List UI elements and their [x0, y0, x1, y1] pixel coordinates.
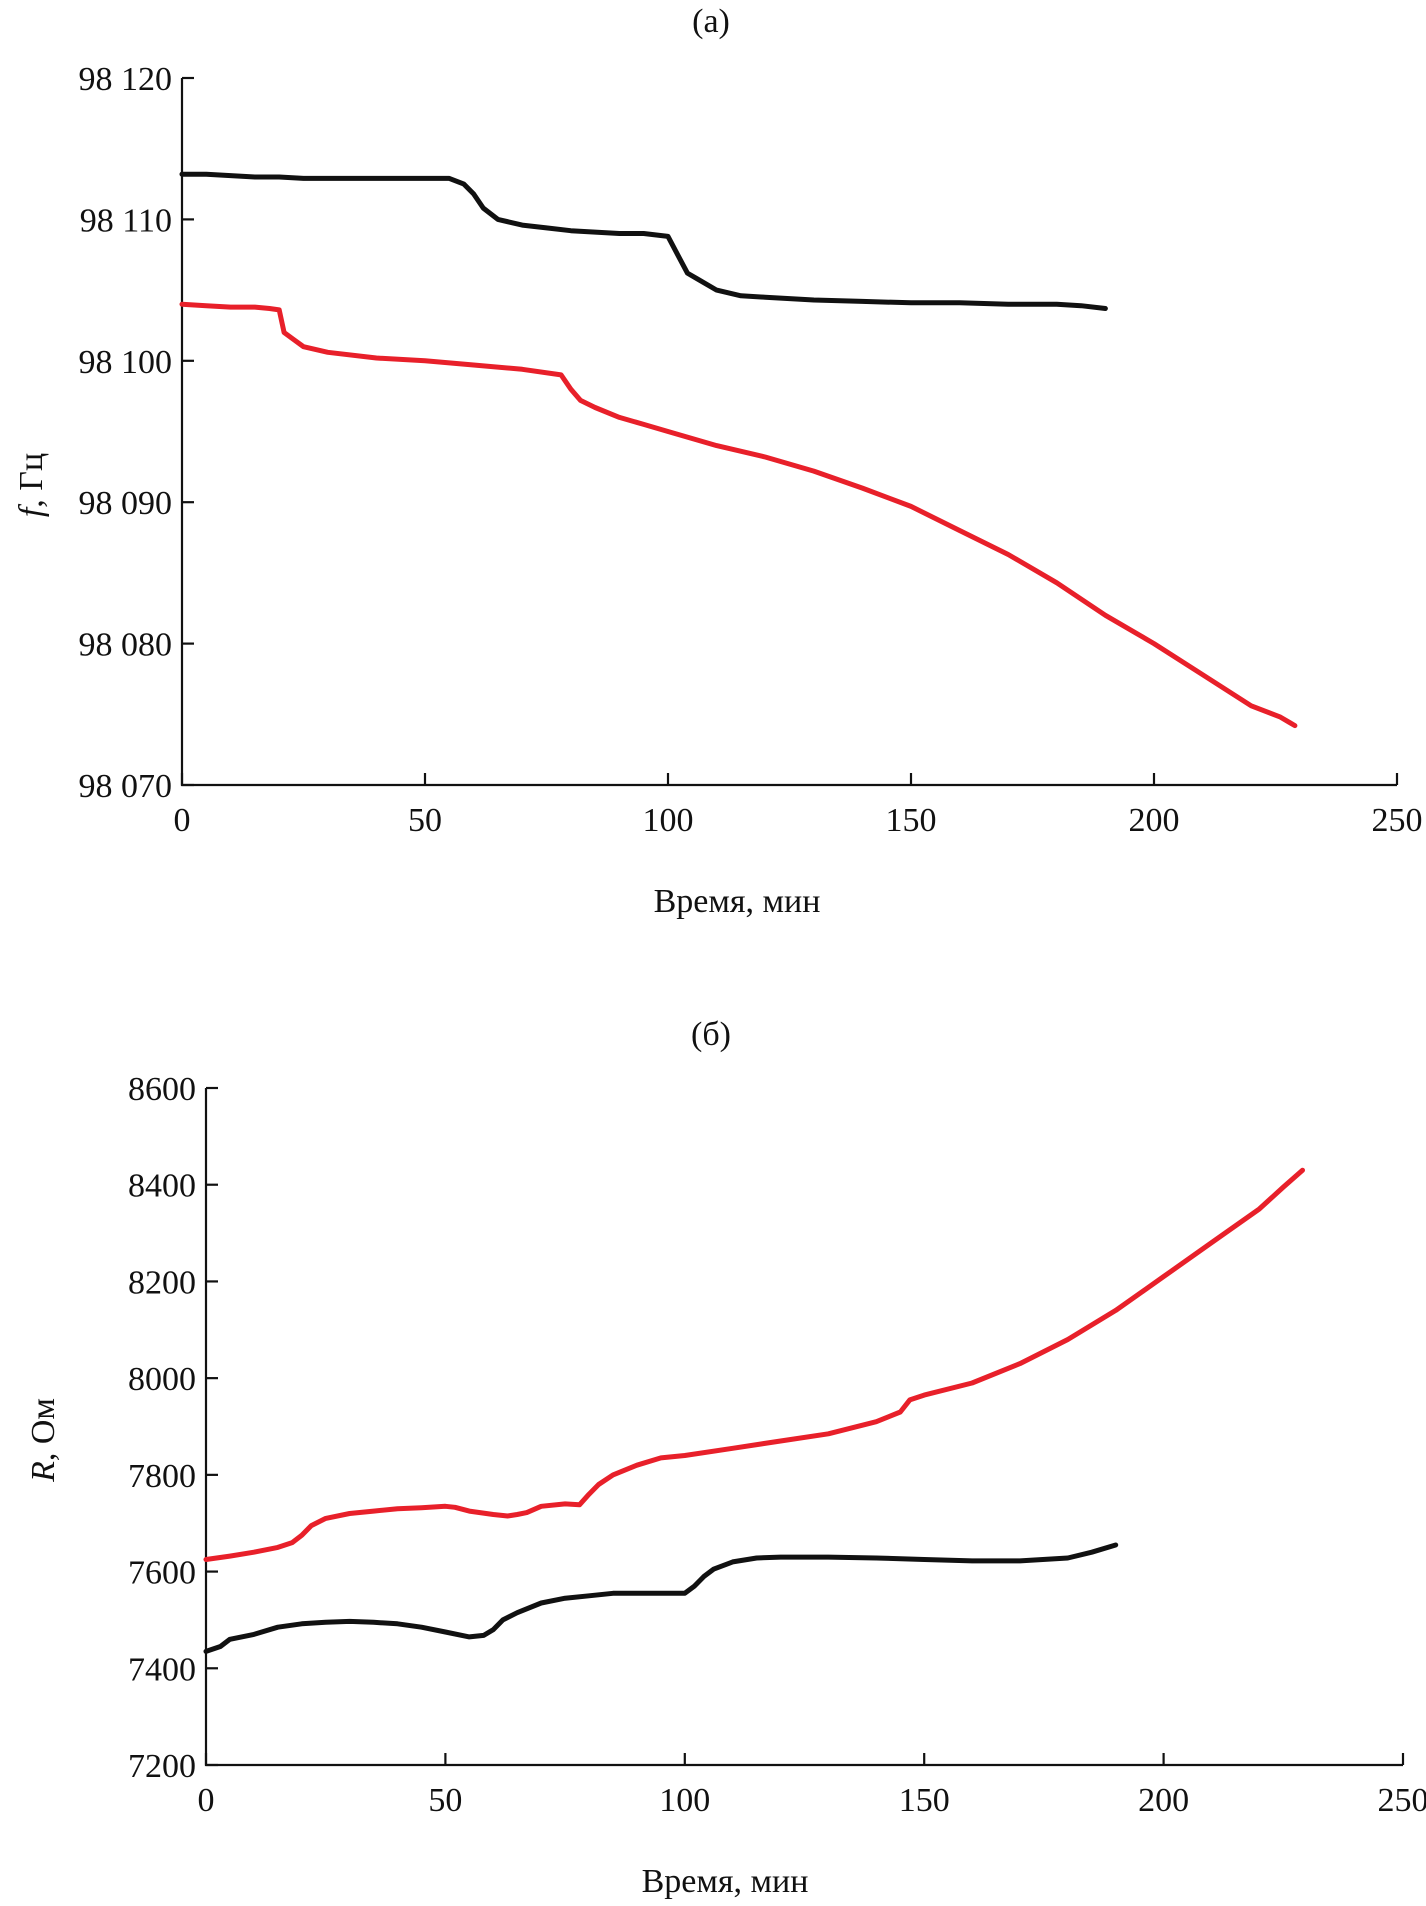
panel-b-y-tick-label: 7400 — [128, 1651, 196, 1688]
panel-b-axes — [204, 1088, 1403, 1767]
panel-a-y-ticks: 98 070 98 080 98 090 98 100 98 110 98 120 — [79, 61, 194, 805]
panel-a-x-tick-label: 0 — [174, 802, 191, 839]
panel-b-x-ticks: 0 50 100 150 200 250 — [198, 1753, 1426, 1819]
panel-a-y-tick-label: 98 080 — [79, 627, 173, 664]
panel-b-label: (б) — [691, 1016, 731, 1053]
panel-b-x-tick-label: 50 — [428, 1782, 462, 1819]
panel-a-y-tick-label: 98 070 — [79, 768, 173, 805]
panel-b-series-black-line — [203, 1542, 1119, 1654]
panel-a-label: (а) — [692, 3, 730, 40]
panel-b-y-tick-label: 7200 — [128, 1748, 196, 1785]
panel-b-series-red-line — [203, 1167, 1305, 1562]
panel-a-axes — [180, 78, 1397, 787]
panel-b-y-ticks: 7200 7400 7600 7800 8000 8200 8400 8600 — [128, 1071, 218, 1785]
panel-b-x-tick-label: 0 — [198, 1782, 215, 1819]
panel-b-x-tick-label: 100 — [659, 1782, 710, 1819]
panel-b-y-tick-label: 7600 — [128, 1555, 196, 1592]
panel-a-x-tick-label: 250 — [1372, 802, 1423, 839]
panel-a-x-tick-label: 100 — [643, 802, 694, 839]
panel-b-y-tick-label: 8200 — [128, 1264, 196, 1301]
panel-a-x-tick-label: 50 — [408, 802, 442, 839]
panel-a-x-tick-label: 150 — [886, 802, 937, 839]
panel-b-y-tick-label: 7800 — [128, 1458, 196, 1495]
panel-b-y-unit: , Ом — [25, 1398, 62, 1461]
panel-a-x-axis-label: Время, мин — [654, 883, 821, 920]
panel-a-y-axis-label: f, Гц — [13, 453, 50, 517]
panel-b-x-tick-label: 200 — [1138, 1782, 1189, 1819]
panel-a-y-tick-label: 98 090 — [79, 485, 173, 522]
panel-a: (а) 98 070 98 080 98 090 98 100 98 110 98 120… — [13, 3, 1423, 920]
panel-a-x-ticks: 0 50 100 150 200 250 — [174, 773, 1423, 839]
panel-a-y-tick-label: 98 120 — [79, 61, 173, 98]
panel-b-x-axis-label: Время, мин — [642, 1863, 809, 1900]
panel-b: (б) 7200 7400 7600 7800 8000 8200 8400 8600 0 50… — [25, 1016, 1426, 1900]
panel-b-y-axis-label: R, Ом — [25, 1398, 62, 1483]
panel-b-x-tick-label: 150 — [899, 1782, 950, 1819]
panel-b-y-tick-label: 8600 — [128, 1071, 196, 1108]
panel-a-y-tick-label: 98 110 — [80, 202, 172, 239]
panel-b-y-symbol: R — [25, 1461, 62, 1483]
panel-b-y-tick-label: 8400 — [128, 1168, 196, 1205]
panel-a-series-red-line — [179, 301, 1298, 729]
panel-a-y-unit: , Гц — [13, 453, 50, 508]
panel-a-y-tick-label: 98 100 — [79, 344, 173, 381]
panel-a-series-black-line — [179, 171, 1108, 311]
panel-b-x-tick-label: 250 — [1378, 1782, 1426, 1819]
panel-b-y-tick-label: 8000 — [128, 1361, 196, 1398]
panel-a-x-tick-label: 200 — [1129, 802, 1180, 839]
